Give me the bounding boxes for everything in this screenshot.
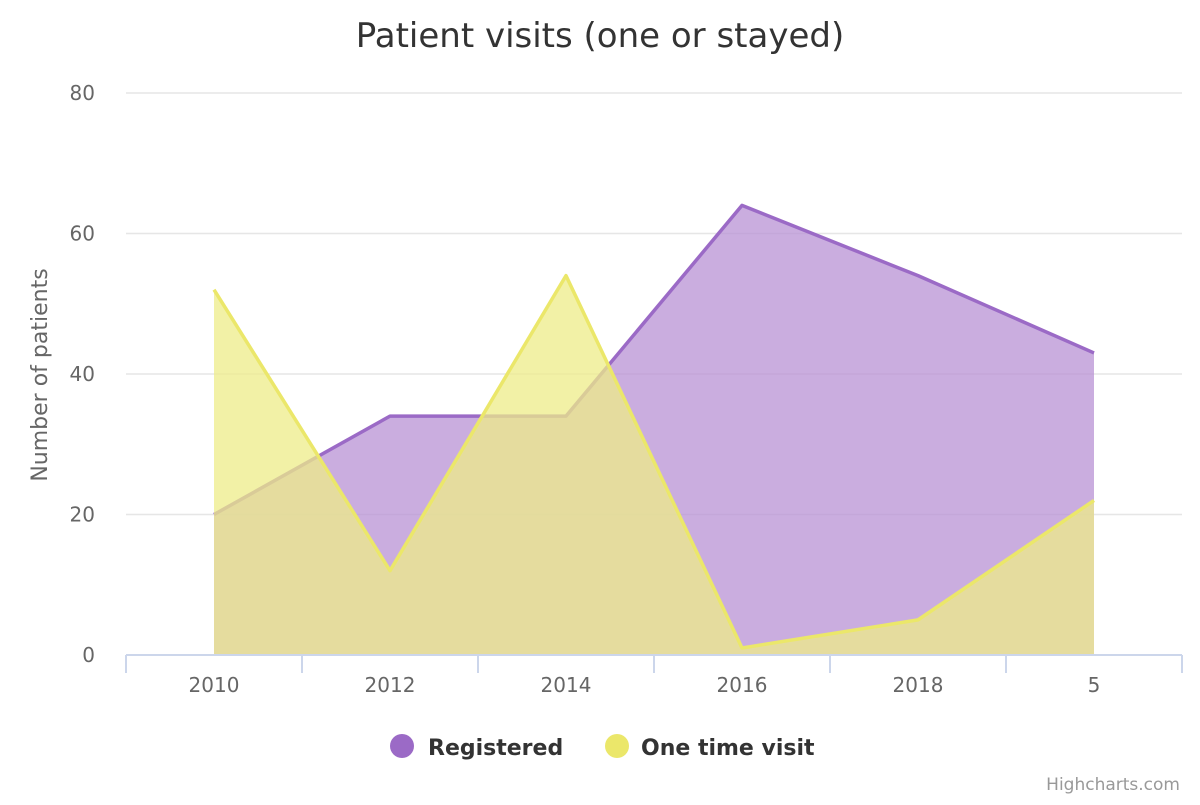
x-tick-label: 2018	[893, 673, 944, 697]
x-tick-label: 2016	[717, 673, 768, 697]
legend-label: One time visit	[641, 736, 815, 761]
series-areas	[212, 203, 1095, 655]
y-tick-label: 80	[70, 81, 95, 105]
legend-label: Registered	[428, 736, 563, 761]
x-tick-label: 2012	[365, 673, 416, 697]
x-tick-label: 2014	[541, 673, 592, 697]
series-line-1[interactable]	[212, 273, 1095, 650]
legend-item-1[interactable]: One time visit	[605, 734, 815, 761]
y-axis-ticks: 0 20 40 60 80	[70, 81, 95, 667]
legend-symbol	[605, 734, 629, 758]
legend-symbol	[390, 734, 414, 758]
y-tick-label: 20	[70, 503, 95, 527]
y-tick-label: 60	[70, 222, 95, 246]
y-axis-label: Number of patients	[28, 268, 53, 481]
series-line-0[interactable]	[213, 203, 1095, 517]
legend: Registered One time visit	[390, 734, 815, 761]
x-tick-label: 2010	[189, 673, 240, 697]
x-tick-label: 5	[1088, 673, 1101, 697]
legend-item-0[interactable]: Registered	[390, 734, 563, 761]
y-tick-label: 40	[70, 362, 95, 386]
x-axis: 2010 2012 2014 2016 2018 5	[125, 654, 1183, 697]
y-tick-label: 0	[82, 643, 95, 667]
credits[interactable]: Highcharts.com	[1046, 775, 1180, 795]
chart-title: Patient visits (one or stayed)	[356, 16, 844, 56]
